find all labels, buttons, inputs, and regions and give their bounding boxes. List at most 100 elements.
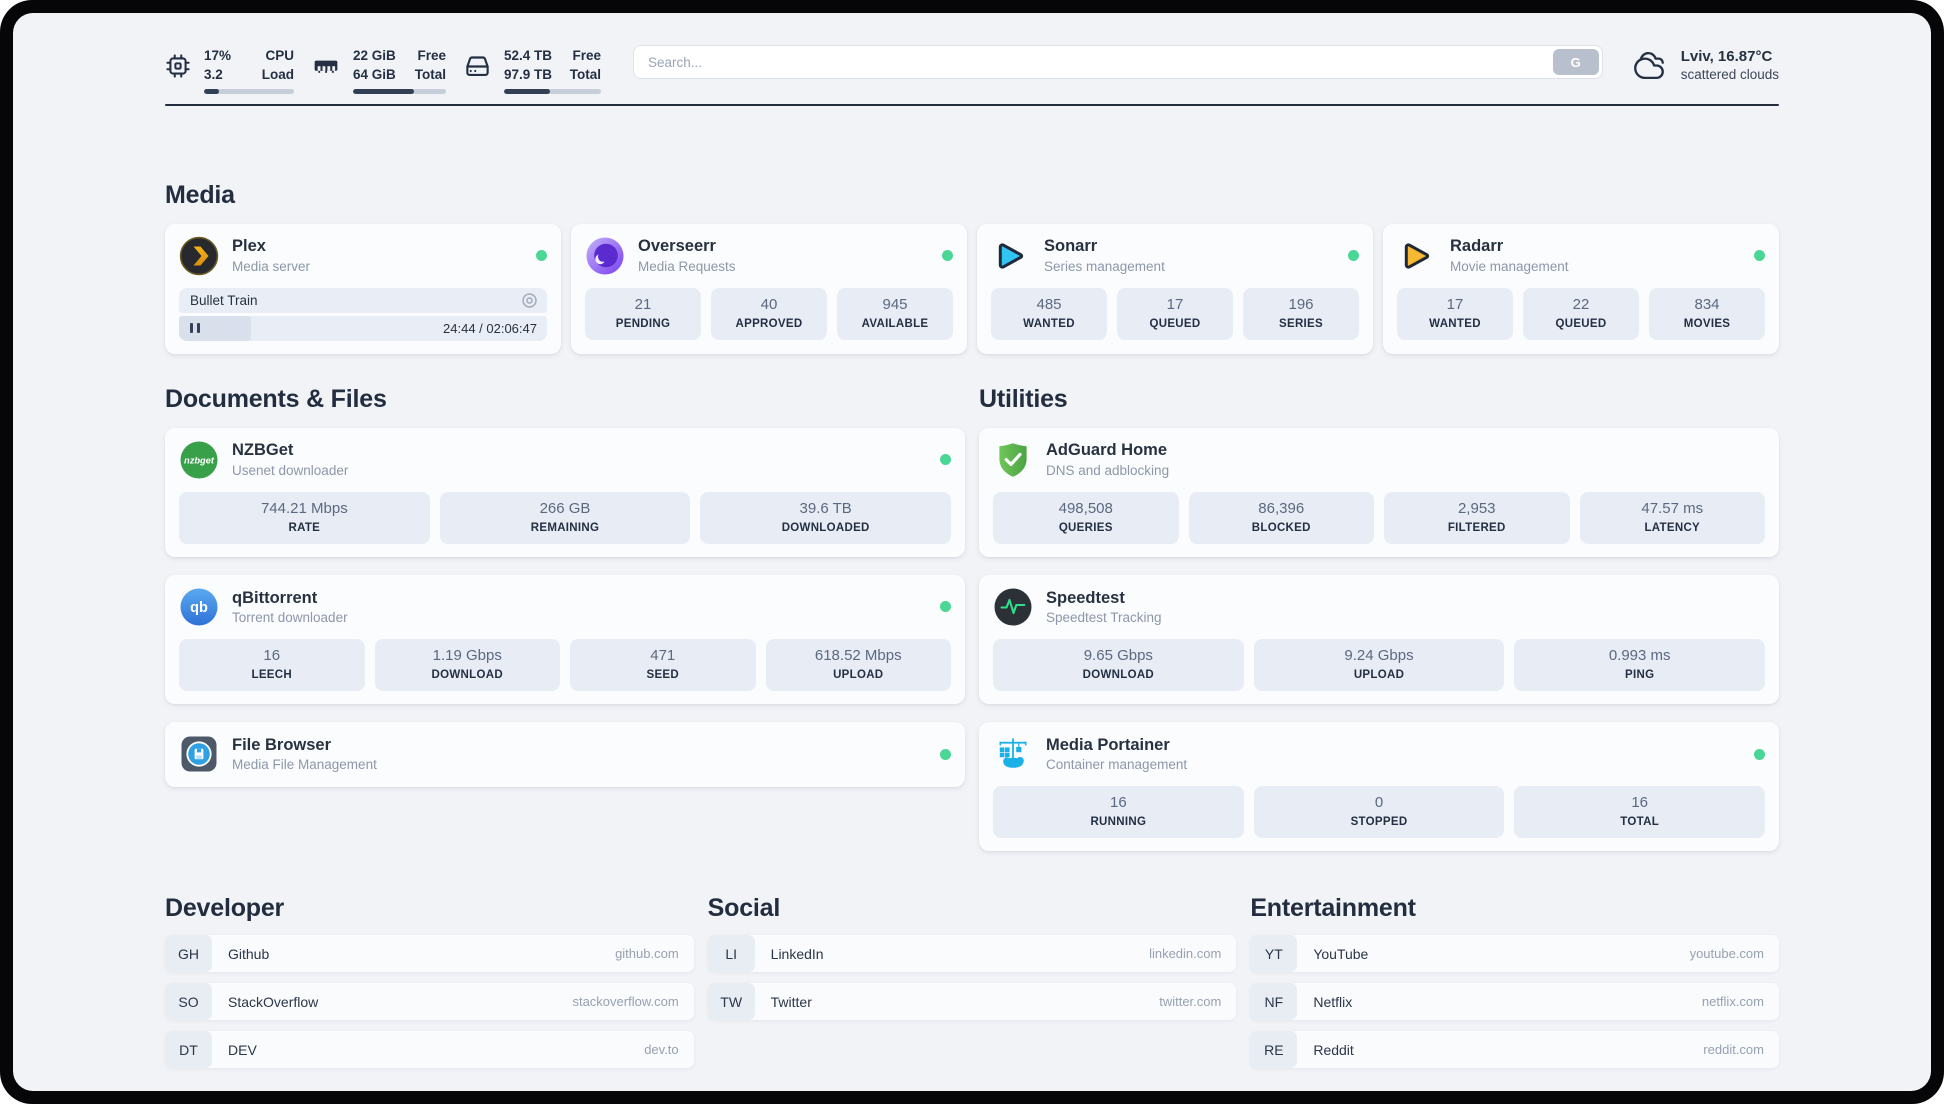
ram-icon: [314, 60, 338, 73]
section-utilities: Utilities AdGuard Home DNS and adblockin…: [979, 384, 1779, 852]
disk-progress-bar: [504, 89, 601, 94]
memory-widget: 22 GiB 64 GiB Free Total: [312, 45, 446, 94]
svg-text:qb: qb: [190, 600, 208, 616]
service-description: Speedtest Tracking: [1046, 610, 1162, 626]
disk-icon: [466, 56, 489, 77]
service-card-plex[interactable]: Plex Media server Bullet Train: [165, 223, 561, 354]
disk-free: 52.4 TB: [504, 48, 553, 63]
status-dot-online: [942, 250, 953, 262]
service-card-portainer[interactable]: Media Portainer Container management 16 …: [979, 722, 1779, 852]
stat-series: 196 SERIES: [1243, 287, 1359, 340]
stat-queued: 17 QUEUED: [1117, 287, 1233, 340]
service-card-nzbget[interactable]: nzbget NZBGet Usenet downloader 744.21 M…: [165, 427, 965, 557]
qbittorrent-icon: qb: [180, 588, 218, 626]
disk-widget: 52.4 TB 97.9 TB Free Total: [464, 45, 601, 94]
bookmark-name: DEV: [228, 1041, 257, 1058]
weather-widget: Lviv, 16.87°C scattered clouds: [1629, 47, 1779, 84]
memory-label-2: Total: [414, 66, 446, 82]
stat-stopped: 0 STOPPED: [1253, 786, 1505, 839]
disk-label-2: Total: [569, 66, 601, 82]
service-name: Sonarr: [1044, 237, 1098, 256]
bookmark-name: LinkedIn: [770, 945, 824, 962]
bookmark-url: reddit.com: [1703, 1042, 1764, 1058]
service-card-qbittorrent[interactable]: qb qBittorrent Torrent downloader 16 LEE…: [165, 574, 965, 705]
service-card-overseerr[interactable]: Overseerr Media Requests 21 PENDING 40 A…: [571, 223, 967, 354]
bookmark-name: Twitter: [770, 993, 812, 1010]
cpu-label-2: Load: [261, 66, 294, 82]
service-card-radarr[interactable]: Radarr Movie management 17 WANTED 22 QUE…: [1383, 223, 1779, 354]
speedtest-icon: [994, 588, 1032, 626]
service-card-speedtest[interactable]: Speedtest Speedtest Tracking 9.65 Gbps D…: [979, 574, 1779, 705]
service-name: qBittorrent: [232, 588, 318, 607]
stat-running: 16 RUNNING: [993, 786, 1244, 839]
bookmark-name: StackOverflow: [228, 993, 319, 1010]
section-media: Media Plex Media server: [165, 180, 1779, 354]
bookmark-url: github.com: [615, 946, 679, 962]
memory-total: 64 GiB: [353, 66, 396, 82]
weather-condition: scattered clouds: [1680, 67, 1779, 83]
bookmark-linkedin[interactable]: LI LinkedIn linkedin.com: [707, 935, 1237, 973]
section-title-utilities: Utilities: [979, 384, 1068, 413]
bookmark-url: dev.to: [644, 1042, 679, 1058]
bookmark-url: youtube.com: [1689, 946, 1764, 962]
bookmark-github[interactable]: GH Github github.com: [165, 935, 694, 973]
bookmark-netflix[interactable]: NF Netflix netflix.com: [1250, 983, 1779, 1021]
search-form: G: [633, 45, 1603, 79]
sonarr-icon: [998, 243, 1024, 269]
stat-leech: 16 LEECH: [179, 638, 365, 692]
stat-remaining: 266 GB REMAINING: [439, 491, 691, 544]
cpu-percent: 17%: [204, 48, 232, 63]
stat-download: 9.65 Gbps DOWNLOAD: [993, 638, 1244, 692]
service-name: Speedtest: [1046, 588, 1125, 607]
service-name: File Browser: [232, 735, 332, 754]
bookmark-abbr: NF: [1250, 983, 1298, 1021]
bookmark-abbr: LI: [707, 935, 755, 973]
bookmark-reddit[interactable]: RE Reddit reddit.com: [1250, 1031, 1779, 1069]
stat-available: 945 AVAILABLE: [837, 287, 953, 340]
bookmark-twitter[interactable]: TW Twitter twitter.com: [707, 983, 1237, 1021]
adguard-icon: [999, 442, 1027, 477]
portainer-icon: [999, 738, 1027, 768]
status-dot-online: [940, 454, 951, 466]
stat-wanted: 485 WANTED: [991, 287, 1107, 340]
bookmark-name: Reddit: [1313, 1041, 1354, 1058]
bookmark-group-social: Social LI LinkedIn linkedin.com TW Twitt…: [707, 893, 1237, 1068]
top-bar: 17% 3.2 CPU Load: [165, 45, 1779, 94]
section-title-social: Social: [707, 894, 781, 923]
status-dot-online: [1348, 250, 1359, 262]
bookmark-dev[interactable]: DT DEV dev.to: [165, 1031, 694, 1069]
bookmark-url: twitter.com: [1159, 994, 1222, 1010]
service-name: Plex: [232, 237, 266, 256]
bookmark-name: YouTube: [1313, 945, 1369, 962]
bookmark-stackoverflow[interactable]: SO StackOverflow stackoverflow.com: [165, 983, 694, 1021]
service-card-sonarr[interactable]: Sonarr Series management 485 WANTED 17 Q…: [977, 223, 1373, 354]
service-description: Torrent downloader: [232, 610, 348, 626]
status-dot-online: [1754, 250, 1765, 262]
bookmark-youtube[interactable]: YT YouTube youtube.com: [1250, 935, 1779, 973]
service-description: Series management: [1044, 258, 1165, 274]
stat-download: 1.19 Gbps DOWNLOAD: [374, 638, 560, 692]
service-card-filebrowser[interactable]: File Browser Media File Management: [165, 722, 965, 788]
status-dot-online: [1754, 748, 1765, 760]
section-title-media: Media: [165, 180, 235, 209]
stop-scrobble-icon[interactable]: [521, 292, 538, 309]
bookmark-abbr: YT: [1250, 935, 1298, 973]
playback-time: 24:44 / 02:06:47: [443, 320, 537, 336]
stat-wanted: 17 WANTED: [1397, 287, 1513, 340]
cpu-label-1: CPU: [265, 48, 294, 63]
pause-icon[interactable]: [190, 323, 200, 334]
search-input[interactable]: [633, 45, 1603, 79]
stat-upload: 9.24 Gbps UPLOAD: [1253, 638, 1505, 692]
filebrowser-icon: [181, 736, 217, 772]
service-card-adguard[interactable]: AdGuard Home DNS and adblocking 498,508 …: [979, 427, 1779, 557]
disk-stats: 52.4 TB 97.9 TB Free Total: [504, 45, 601, 94]
plex-icon: [179, 236, 219, 275]
bookmark-abbr: RE: [1250, 1031, 1298, 1069]
stat-queued: 22 QUEUED: [1523, 287, 1639, 340]
weather-location-temp: Lviv, 16.87°C: [1680, 48, 1773, 65]
stat-downloaded: 39.6 TB DOWNLOADED: [700, 491, 952, 544]
section-documents: Documents & Files nzbget NZBGet Usenet d…: [165, 384, 965, 852]
overseerr-icon: [586, 237, 624, 275]
search-provider-button[interactable]: G: [1552, 49, 1599, 75]
